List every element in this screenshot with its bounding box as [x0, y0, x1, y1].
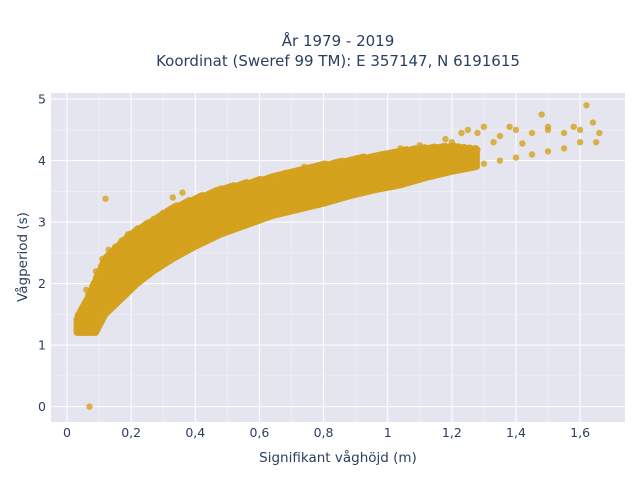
data-points [73, 102, 603, 410]
